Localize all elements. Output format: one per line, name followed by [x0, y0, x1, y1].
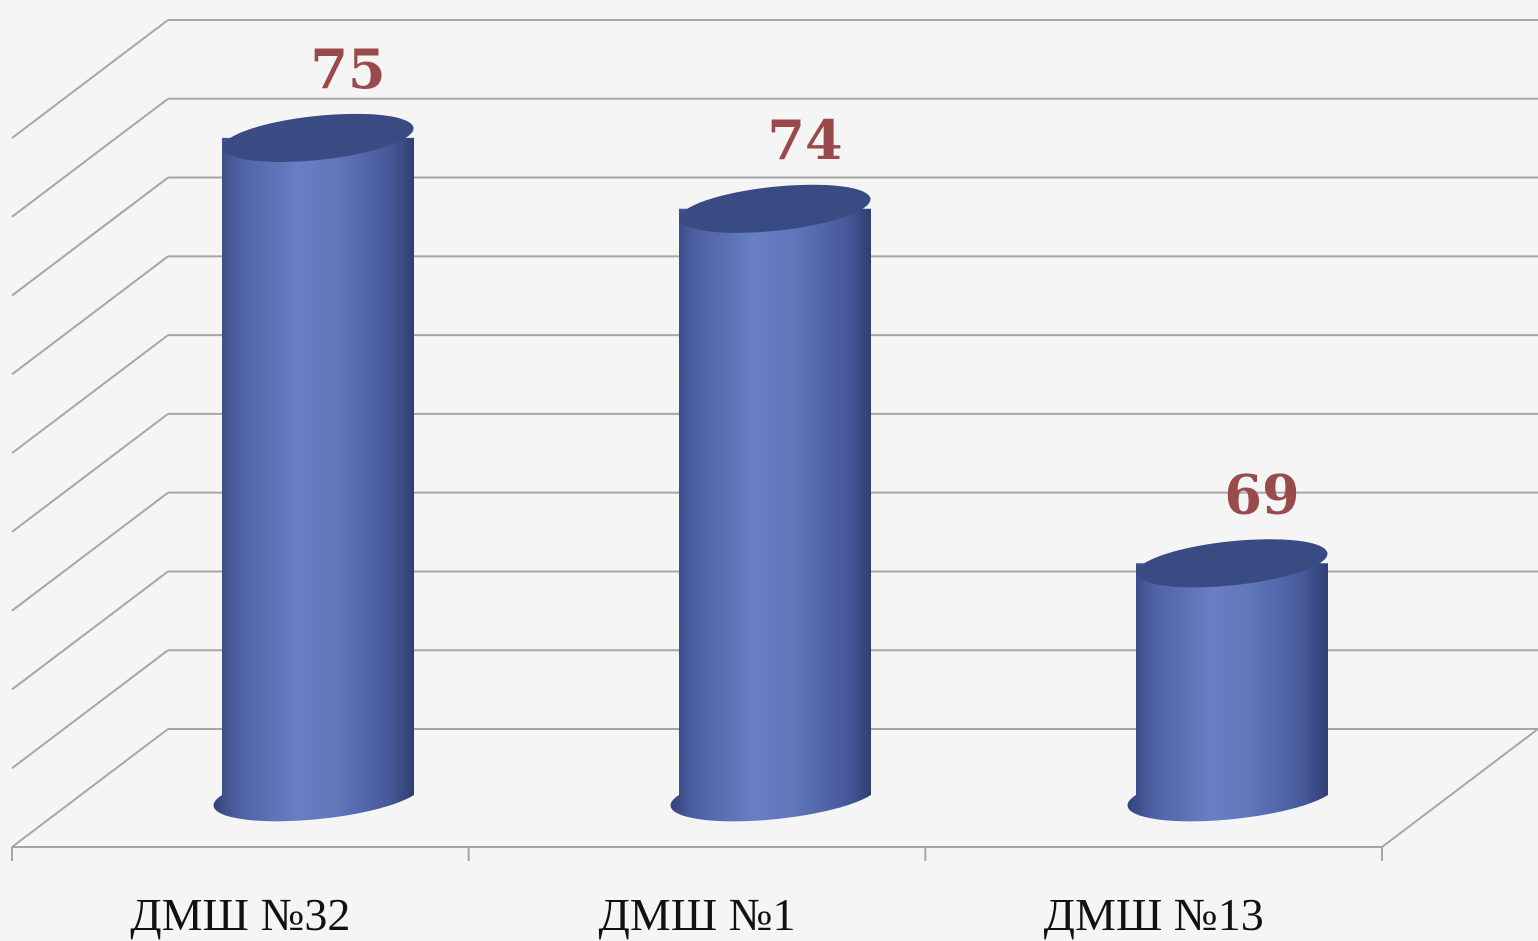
chart-floor	[11, 728, 1538, 861]
data-label: 69	[1224, 462, 1299, 526]
gridline-side	[11, 413, 169, 533]
bar	[213, 113, 414, 822]
bars	[213, 113, 1328, 822]
data-labels: 75 74 69	[310, 37, 1299, 526]
gridline-side	[11, 728, 169, 848]
gridline-side	[11, 19, 169, 139]
gridline-side	[11, 255, 169, 376]
category-label: ДМШ №13	[1044, 889, 1264, 940]
category-label: ДМШ №32	[130, 889, 350, 940]
bar	[1127, 539, 1328, 822]
bar-top	[222, 113, 414, 162]
gridline-side	[11, 491, 169, 612]
category-label: ДМШ №1	[598, 889, 795, 940]
gridline-side	[11, 176, 169, 297]
bar-body	[670, 208, 871, 822]
bar-body	[1127, 563, 1328, 822]
gridline-side	[11, 334, 169, 454]
bar	[670, 184, 871, 822]
gridline-side	[11, 649, 169, 770]
data-label: 75	[310, 37, 385, 101]
bar-body	[213, 137, 414, 822]
gridline-side	[11, 570, 169, 691]
bar-top	[679, 184, 871, 233]
category-axis-labels: ДМШ №32 ДМШ №1 ДМШ №13	[130, 889, 1263, 940]
bar-top	[1136, 539, 1328, 588]
gridline-side	[11, 97, 169, 218]
floor-right-edge	[1381, 728, 1538, 848]
data-label: 74	[767, 108, 842, 172]
